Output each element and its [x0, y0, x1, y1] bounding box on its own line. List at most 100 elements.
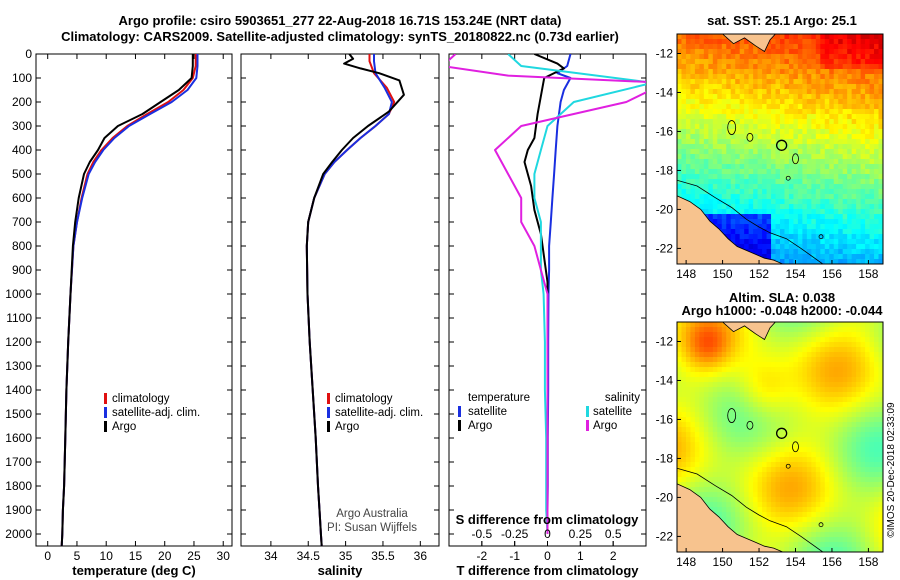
map-cell [811, 367, 817, 373]
map-cell [788, 332, 794, 338]
map-cell [793, 527, 799, 533]
map-cell [838, 149, 844, 155]
map-cell [860, 204, 866, 210]
map-cell [829, 164, 835, 170]
map-cell [842, 214, 848, 220]
map-cell [726, 337, 732, 343]
map-cell [811, 124, 817, 130]
map-cell [685, 164, 691, 170]
map-cell [815, 249, 821, 255]
map-cell [739, 382, 745, 388]
map-cell [708, 34, 714, 40]
map-cell [739, 54, 745, 60]
salinity-diff-label: S difference from climatology [456, 512, 640, 527]
map-cell [780, 104, 785, 110]
map-cell [842, 154, 848, 160]
map-cell [748, 387, 754, 393]
map-cell [856, 89, 862, 95]
map-cell [762, 204, 768, 210]
map-cell [744, 199, 750, 205]
map-cell [753, 219, 759, 225]
map-cell [829, 174, 835, 180]
map-cell [685, 39, 691, 45]
map-cell [788, 442, 794, 448]
map-cell [793, 397, 799, 403]
map-cell [703, 352, 709, 358]
map-cell [847, 174, 853, 180]
map-cell [806, 49, 812, 55]
map-cell [784, 382, 790, 388]
map-cell [815, 209, 821, 215]
map-cell [824, 347, 830, 353]
map-cell [712, 457, 718, 463]
map-cell [757, 84, 763, 90]
map-cell [757, 482, 763, 488]
map-cell [833, 44, 839, 50]
map-cell [842, 224, 848, 230]
map-cell [730, 174, 736, 180]
map-cell [865, 452, 871, 458]
map-cell [762, 417, 768, 423]
map-cell [699, 392, 705, 398]
map-cell [842, 322, 848, 328]
map-cell [681, 442, 687, 448]
map-cell [788, 94, 794, 100]
map-cell [851, 184, 857, 190]
map-cell [802, 527, 808, 533]
map-cell [717, 144, 723, 150]
map-cell [793, 134, 799, 140]
map-cell [829, 482, 835, 488]
map-cell [703, 34, 709, 40]
map-cell [806, 522, 812, 528]
map-cell [739, 144, 745, 150]
map-cell [730, 194, 736, 200]
map-cell [757, 497, 763, 503]
map-cell [762, 139, 768, 145]
map-cell [775, 327, 781, 333]
map-cell [703, 362, 709, 368]
map-cell [726, 517, 732, 523]
map-cell [815, 219, 821, 225]
map-cell [690, 337, 696, 343]
map-cell [847, 327, 853, 333]
map-cell [824, 492, 830, 498]
map-cell [815, 412, 821, 418]
map-cell [721, 347, 727, 353]
map-cell [784, 402, 790, 408]
map-cell [788, 149, 794, 155]
map-cell [842, 497, 848, 503]
map-cell [730, 367, 736, 373]
map-cell [681, 164, 687, 170]
map-y-tick-label: -20 [656, 202, 674, 216]
map-cell [677, 39, 682, 45]
map-cell [726, 452, 732, 458]
x-tick-label: 2 [610, 549, 617, 563]
map-cell [685, 104, 691, 110]
map-cell [748, 502, 754, 508]
map-cell [829, 204, 835, 210]
map-cell [753, 74, 759, 80]
map-cell [744, 144, 750, 150]
map-cell [815, 109, 821, 115]
map-cell [878, 512, 883, 518]
map-cell [694, 372, 700, 378]
map-cell [820, 542, 826, 548]
map-cell [784, 487, 790, 493]
map-cell [699, 194, 705, 200]
map-cell [874, 362, 880, 368]
map-cell [856, 387, 862, 393]
map-cell [780, 492, 785, 498]
map-cell [780, 144, 785, 150]
map-cell [771, 387, 777, 393]
map-cell [677, 432, 682, 438]
map-cell [748, 512, 754, 518]
map-cell [730, 229, 736, 235]
map-cell [851, 239, 857, 245]
map-cell [780, 382, 785, 388]
map-cell [685, 417, 691, 423]
map-cell [708, 54, 714, 60]
map-cell [739, 452, 745, 458]
map-cell [677, 189, 682, 195]
map-cell [685, 442, 691, 448]
map-cell [721, 352, 727, 358]
